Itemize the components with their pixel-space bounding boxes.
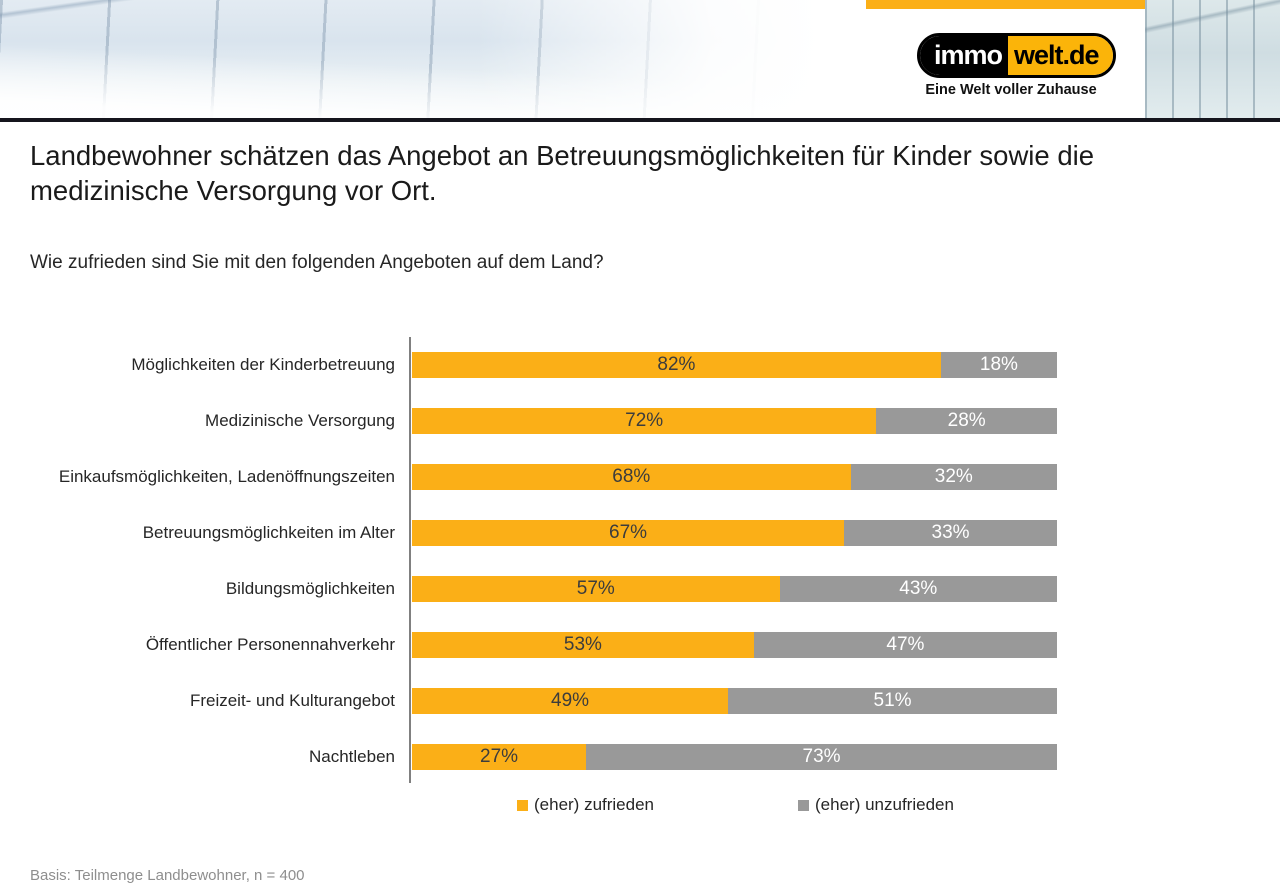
chart-row: Öffentlicher Personennahverkehr 53% 47% — [0, 632, 1280, 658]
bar-value-label: 68% — [612, 466, 651, 487]
survey-question: Wie zufrieden sind Sie mit den folgenden… — [30, 252, 604, 273]
legend-swatch-gray-icon — [798, 799, 810, 811]
bar-value-label: 18% — [979, 354, 1018, 375]
chart-row: Bildungsmöglichkeiten 57% 43% — [0, 576, 1280, 602]
chart-row: Medizinische Versorgung 72% 28% — [0, 408, 1280, 434]
category-label: Betreuungsmöglichkeiten im Alter — [142, 523, 395, 542]
bar-value-label: 51% — [873, 690, 912, 711]
chart-row: Möglichkeiten der Kinderbetreuung 82% 18% — [0, 352, 1280, 378]
category-label: Einkaufsmöglichkeiten, Ladenöffnungszeit… — [58, 467, 395, 486]
chart-row: Nachtleben 27% 73% — [0, 744, 1280, 770]
bar-value-label: 73% — [802, 746, 841, 767]
bar-segment: 72% — [412, 408, 877, 434]
chart-legend: (eher) zufrieden (eher) unzufrieden — [517, 795, 954, 815]
chart-row: Freizeit- und Kulturangebot 49% 51% — [0, 688, 1280, 714]
bar-segment: 49% — [412, 688, 729, 714]
y-axis-line — [409, 337, 411, 783]
bar-segment: 43% — [779, 576, 1057, 602]
category-label: Möglichkeiten der Kinderbetreuung — [131, 355, 395, 374]
bar-track: 49% 51% — [412, 688, 1057, 714]
bar-value-label: 28% — [947, 410, 986, 431]
legend-item-zufrieden: (eher) zufrieden — [517, 795, 654, 815]
legend-item-unzufrieden: (eher) unzufrieden — [798, 795, 954, 815]
logo-text-immo: immo — [920, 36, 1009, 75]
bar-segment: 82% — [412, 352, 941, 378]
brand-tagline: Eine Welt voller Zuhause — [925, 82, 1097, 98]
bar-segment: 73% — [586, 744, 1057, 770]
bar-value-label: 43% — [899, 578, 938, 599]
bar-value-label: 67% — [609, 522, 648, 543]
chart-row: Betreuungsmöglichkeiten im Alter 67% 33% — [0, 520, 1280, 546]
bar-track: 27% 73% — [412, 744, 1057, 770]
bar-track: 57% 43% — [412, 576, 1057, 602]
bar-segment: 51% — [728, 688, 1057, 714]
chart-rows: Möglichkeiten der Kinderbetreuung 82% 18% M… — [0, 337, 1280, 783]
bar-track: 53% 47% — [412, 632, 1057, 658]
bar-segment: 33% — [844, 520, 1057, 546]
glass-architecture-photo-right — [1145, 0, 1280, 118]
top-accent-bar — [866, 0, 1145, 9]
bar-value-label: 72% — [625, 410, 664, 431]
bar-segment: 18% — [940, 352, 1057, 378]
bar-track: 82% 18% — [412, 352, 1057, 378]
legend-label: (eher) zufrieden — [534, 795, 655, 814]
chart-row: Einkaufsmöglichkeiten, Ladenöffnungszeit… — [0, 464, 1280, 490]
bar-segment: 27% — [412, 744, 587, 770]
legend-label: (eher) unzufrieden — [815, 795, 954, 814]
header: immo welt.de Eine Welt voller Zuhause — [0, 0, 1280, 122]
bar-segment: 28% — [876, 408, 1057, 434]
bar-value-label: 82% — [657, 354, 696, 375]
category-label: Nachtleben — [308, 747, 395, 766]
bar-value-label: 27% — [480, 746, 519, 767]
stacked-bar-chart: Möglichkeiten der Kinderbetreuung 82% 18% M… — [0, 337, 1280, 783]
bar-segment: 67% — [412, 520, 845, 546]
bar-segment: 68% — [412, 464, 851, 490]
bar-segment: 53% — [412, 632, 754, 658]
bar-value-label: 53% — [563, 634, 602, 655]
bar-segment: 32% — [850, 464, 1057, 490]
header-divider — [0, 118, 1280, 122]
bar-track: 68% 32% — [412, 464, 1057, 490]
bar-track: 67% 33% — [412, 520, 1057, 546]
slide-title: Landbewohner schätzen das Angebot an Bet… — [30, 140, 1095, 206]
bar-value-label: 57% — [576, 578, 615, 599]
bar-value-label: 47% — [886, 634, 925, 655]
bar-segment: 57% — [412, 576, 780, 602]
basis-note: Basis: Teilmenge Landbewohner, n = 400 — [30, 867, 305, 884]
bar-segment: 47% — [753, 632, 1057, 658]
legend-swatch-orange-icon — [517, 799, 528, 811]
immowelt-logo: immo welt.de — [917, 33, 1116, 78]
bar-track: 72% 28% — [412, 408, 1057, 434]
bar-value-label: 32% — [934, 466, 973, 487]
bar-value-label: 33% — [931, 522, 970, 543]
logo-text-welt-de: welt.de — [1008, 36, 1113, 75]
category-label: Bildungsmöglichkeiten — [225, 579, 395, 598]
category-label: Medizinische Versorgung — [205, 411, 395, 430]
bar-value-label: 49% — [551, 690, 590, 711]
glass-architecture-photo-left — [0, 0, 866, 118]
category-label: Öffentlicher Personennahverkehr — [145, 635, 395, 654]
category-label: Freizeit- und Kulturangebot — [189, 691, 395, 710]
